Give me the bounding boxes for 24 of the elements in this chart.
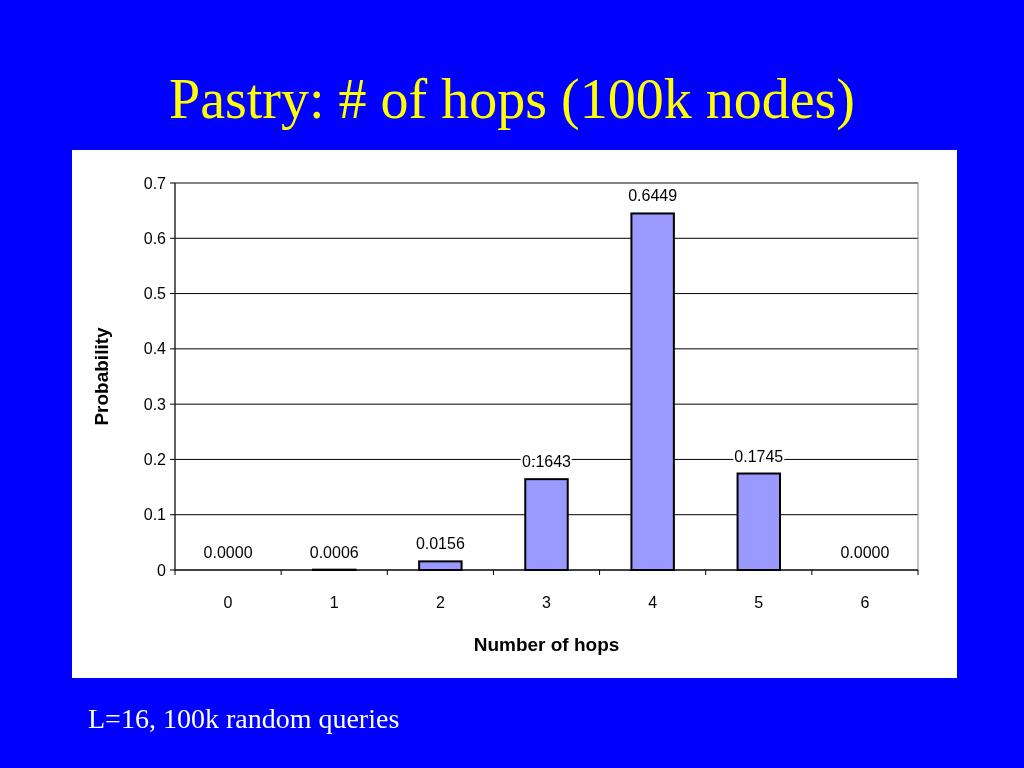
y-tick-label: 0.1 bbox=[143, 506, 167, 524]
y-tick-label: 0.5 bbox=[143, 285, 167, 303]
y-tick-label: 0.2 bbox=[143, 451, 167, 469]
y-tick-label: 0.3 bbox=[143, 395, 167, 413]
x-tick-label: 3 bbox=[542, 594, 552, 611]
data-label: 0.0006 bbox=[309, 543, 359, 561]
data-label: 0.0000 bbox=[840, 544, 890, 561]
y-tick-label: 0.6 bbox=[143, 229, 167, 247]
x-tick-label: 0 bbox=[223, 594, 233, 611]
y-tick-label: 0.7 bbox=[143, 174, 167, 192]
x-tick-label: 1 bbox=[329, 594, 339, 611]
x-tick-label: 2 bbox=[435, 594, 445, 611]
data-label: 0.0156 bbox=[415, 535, 465, 553]
x-tick-label: 6 bbox=[860, 594, 870, 611]
y-axis-title: Probability bbox=[91, 326, 112, 426]
data-label: 0.0000 bbox=[203, 544, 253, 561]
x-tick-label: 4 bbox=[648, 594, 658, 611]
text: L=16, 100k random queries bbox=[88, 703, 400, 734]
chart-title: Pastry: # of hops (100k nodes) bbox=[169, 68, 855, 131]
x-tick-label: 5 bbox=[754, 594, 764, 611]
y-tick-label: 0 bbox=[157, 561, 167, 579]
data-label: 0.6449 bbox=[628, 187, 678, 205]
y-tick-label: 0.4 bbox=[143, 340, 167, 358]
x-axis-title: Number of hops bbox=[473, 634, 620, 655]
